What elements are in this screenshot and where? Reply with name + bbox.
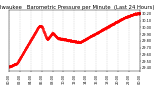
- Title: Milwaukee   Barometric Pressure per Minute  (Last 24 Hours): Milwaukee Barometric Pressure per Minute…: [0, 5, 155, 10]
